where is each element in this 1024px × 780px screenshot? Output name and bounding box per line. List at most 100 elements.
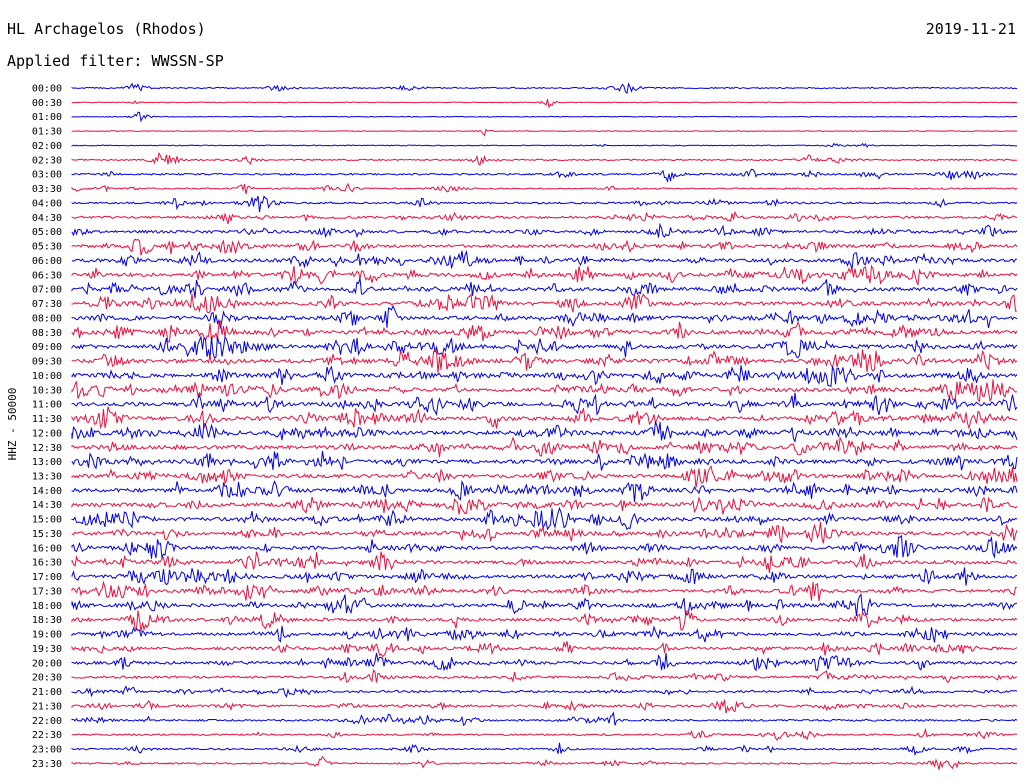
trace-row (71, 496, 1018, 515)
trace-row (71, 334, 1018, 359)
time-label: 19:30 (32, 644, 62, 655)
trace-row (71, 277, 1018, 299)
trace-row (71, 304, 1018, 329)
time-label: 11:30 (32, 414, 62, 425)
time-label: 04:30 (32, 213, 62, 224)
trace-row (71, 521, 1018, 544)
time-label: 15:00 (32, 515, 62, 526)
channel-axis-label: HHZ - 50000 (6, 388, 19, 461)
trace-row (71, 435, 1018, 458)
time-label: 11:00 (32, 400, 62, 411)
trace-row (71, 406, 1018, 430)
time-label: 12:00 (32, 428, 62, 439)
trace-row (71, 534, 1018, 560)
trace-row (71, 451, 1018, 471)
trace-row (71, 151, 1018, 167)
time-label: 17:00 (32, 572, 62, 583)
trace-row (71, 652, 1018, 672)
trace-row (71, 625, 1018, 643)
time-label: 07:00 (32, 285, 62, 296)
time-label: 02:30 (32, 155, 62, 166)
time-label: 14:00 (32, 486, 62, 497)
trace-row (71, 128, 1018, 137)
trace-row (71, 685, 1018, 698)
time-label: 20:00 (32, 658, 62, 669)
time-label: 01:00 (32, 112, 62, 123)
time-label: 09:30 (32, 357, 62, 368)
time-label: 06:30 (32, 270, 62, 281)
trace-row (71, 222, 1018, 239)
time-label: 16:00 (32, 543, 62, 554)
time-label: 12:30 (32, 443, 62, 454)
trace-row (71, 742, 1018, 757)
trace-row (71, 264, 1018, 287)
time-label: 22:30 (32, 730, 62, 741)
time-label: 20:30 (32, 673, 62, 684)
time-label: 07:30 (32, 299, 62, 310)
time-label: 08:00 (32, 313, 62, 324)
trace-row (71, 479, 1018, 502)
trace-row (71, 392, 1018, 416)
time-label: 17:30 (32, 586, 62, 597)
time-label: 09:00 (32, 342, 62, 353)
time-label: 13:00 (32, 457, 62, 468)
trace-row (71, 506, 1018, 531)
trace-row (71, 195, 1018, 213)
trace-row (71, 567, 1018, 586)
time-label: 10:30 (32, 385, 62, 396)
date-label: 2019-11-21 (926, 20, 1016, 38)
trace-row (71, 168, 1018, 183)
trace-row (71, 238, 1018, 256)
trace-row (71, 640, 1018, 658)
time-label: 13:30 (32, 471, 62, 482)
trace-row (71, 293, 1018, 314)
trace-row (71, 593, 1018, 616)
time-label: 10:00 (32, 371, 62, 382)
trace-row (71, 182, 1018, 195)
time-label: 18:30 (32, 615, 62, 626)
trace-row (71, 249, 1018, 270)
trace-row (71, 365, 1018, 388)
filter-label: Applied filter: WWSSN-SP (7, 52, 224, 70)
time-label: 06:00 (32, 256, 62, 267)
time-label: 22:00 (32, 716, 62, 727)
trace-row (71, 111, 1018, 123)
trace-row (71, 142, 1017, 148)
trace-row (71, 464, 1018, 488)
seismic-traces (71, 82, 1018, 770)
time-label: 08:30 (32, 328, 62, 339)
trace-row (71, 421, 1018, 443)
time-label: 18:00 (32, 601, 62, 612)
time-label: 01:30 (32, 127, 62, 138)
trace-row (71, 210, 1018, 225)
trace-row (71, 320, 1018, 343)
trace-row (71, 551, 1018, 574)
trace-row (71, 610, 1018, 632)
time-label: 05:00 (32, 227, 62, 238)
time-label: 14:30 (32, 500, 62, 511)
time-label: 03:00 (32, 170, 62, 181)
trace-row (71, 668, 1018, 684)
trace-row (71, 711, 1018, 726)
trace-row (71, 699, 1018, 714)
trace-row (71, 580, 1018, 602)
time-label: 21:30 (32, 701, 62, 712)
time-label: 03:30 (32, 184, 62, 195)
time-label: 21:00 (32, 687, 62, 698)
trace-row (71, 755, 1018, 770)
time-label: 00:00 (32, 84, 62, 95)
time-label: 16:30 (32, 558, 62, 569)
time-label: 23:30 (32, 759, 62, 770)
time-label: 23:00 (32, 745, 62, 756)
trace-row (71, 82, 1018, 95)
time-label: 04:00 (32, 198, 62, 209)
time-labels: 00:00 00:30 01:00 01:30 02:00 02:30 03:00 03:30… (32, 84, 62, 770)
trace-row (71, 727, 1018, 742)
time-label: 19:00 (32, 630, 62, 641)
time-label: 15:30 (32, 529, 62, 540)
time-label: 05:30 (32, 242, 62, 253)
trace-row (71, 348, 1018, 374)
trace-row (71, 98, 1018, 109)
station-title: HL Archagelos (Rhodos) (7, 20, 206, 38)
